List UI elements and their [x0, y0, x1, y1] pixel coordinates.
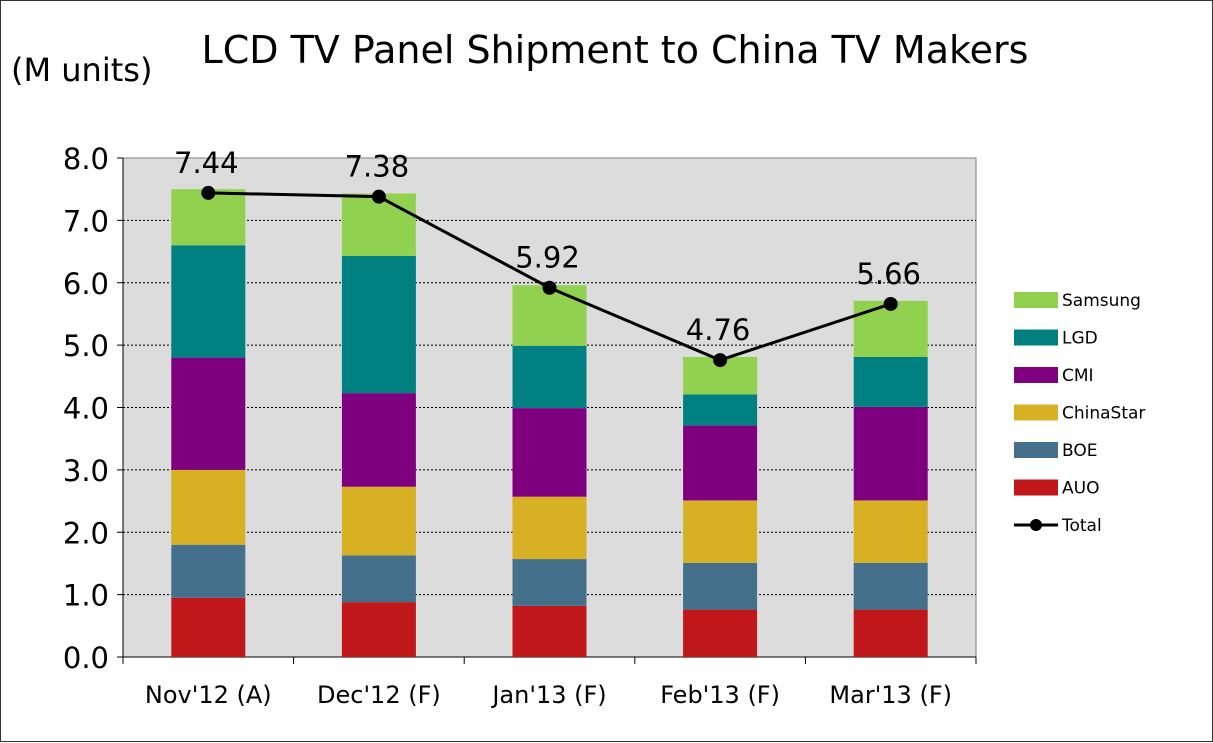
legend-label-chinastar: ChinaStar: [1062, 404, 1145, 424]
bar-samsung: [341, 193, 416, 256]
y-tick-label: 2.0: [63, 516, 109, 550]
bar-lgd: [341, 255, 416, 394]
bar-chinastar: [853, 500, 928, 563]
legend-swatch-auo: [1014, 479, 1058, 496]
legend-swatch-boe: [1014, 442, 1058, 458]
y-axis-label: (M units): [11, 51, 152, 89]
bar-cmi: [341, 393, 416, 487]
x-tick-label: Nov'12 (A): [145, 681, 272, 709]
bar-lgd: [683, 394, 758, 426]
legend-label-lgd: LGD: [1062, 329, 1098, 349]
legend-label-auo: AUO: [1062, 479, 1099, 499]
total-data-label: 5.92: [515, 241, 580, 275]
bar-auo: [512, 605, 587, 657]
bar-cmi: [512, 408, 587, 497]
bar-boe: [341, 555, 416, 603]
total-point: [713, 353, 728, 368]
total-data-label: 7.44: [174, 146, 239, 180]
bar-cmi: [853, 406, 928, 501]
total-point: [542, 280, 557, 295]
bar-auo: [341, 602, 416, 657]
legend: Samsung LGD CMI ChinaStar BOE AUO Total: [1014, 291, 1145, 536]
y-tick-label: 7.0: [63, 204, 109, 238]
legend-swatch-lgd: [1014, 329, 1058, 346]
y-tick-label: 6.0: [63, 267, 109, 301]
legend-label-total: Total: [1061, 516, 1102, 536]
bar-boe: [683, 562, 758, 610]
bar-cmi: [171, 357, 246, 470]
x-tick-label: Feb'13 (F): [660, 681, 780, 709]
x-tick-label: Mar'13 (F): [829, 681, 952, 709]
bar-boe: [853, 562, 928, 610]
legend-swatch-chinastar: [1014, 404, 1058, 421]
bar-boe: [171, 544, 246, 598]
total-data-label: 5.66: [856, 257, 921, 291]
y-tick-label: 4.0: [63, 392, 109, 426]
bar-lgd: [853, 356, 928, 407]
legend-swatch-cmi: [1014, 367, 1058, 383]
bar-chinastar: [683, 500, 758, 563]
legend-label-cmi: CMI: [1062, 366, 1094, 386]
bar-lgd: [171, 245, 246, 358]
bar-auo: [171, 597, 246, 657]
legend-marker-total: [1030, 519, 1042, 531]
total-data-label: 4.76: [686, 313, 751, 347]
bar-chinastar: [171, 469, 246, 545]
y-tick-label: 5.0: [63, 329, 109, 363]
total-data-label: 7.38: [345, 150, 410, 184]
bar-samsung: [512, 285, 587, 346]
y-tick-label: 8.0: [63, 142, 109, 176]
x-tick-label: Dec'12 (F): [317, 681, 441, 709]
bar-auo: [853, 609, 928, 657]
bar-chinastar: [512, 496, 587, 560]
legend-label-boe: BOE: [1062, 441, 1098, 461]
total-point: [201, 185, 216, 200]
y-tick-label: 3.0: [63, 454, 109, 488]
bar-boe: [512, 559, 587, 606]
total-point: [883, 296, 898, 311]
bar-cmi: [683, 425, 758, 501]
x-tick-label: Jan'13 (F): [490, 681, 606, 709]
legend-label-samsung: Samsung: [1062, 291, 1141, 311]
bar-lgd: [512, 345, 587, 409]
bar-chinastar: [341, 486, 416, 556]
total-point: [371, 189, 386, 204]
legend-swatch-samsung: [1014, 292, 1058, 308]
bar-auo: [683, 609, 758, 657]
chart-title: LCD TV Panel Shipment to China TV Makers: [202, 28, 1029, 72]
y-tick-label: 1.0: [63, 579, 109, 613]
plot-area: 0.0 1.0 2.0 3.0 4.0 5.0 6.0 7.0 8.0 Nov'12 (A) Dec…: [63, 142, 977, 709]
y-tick-label: 0.0: [63, 641, 109, 675]
